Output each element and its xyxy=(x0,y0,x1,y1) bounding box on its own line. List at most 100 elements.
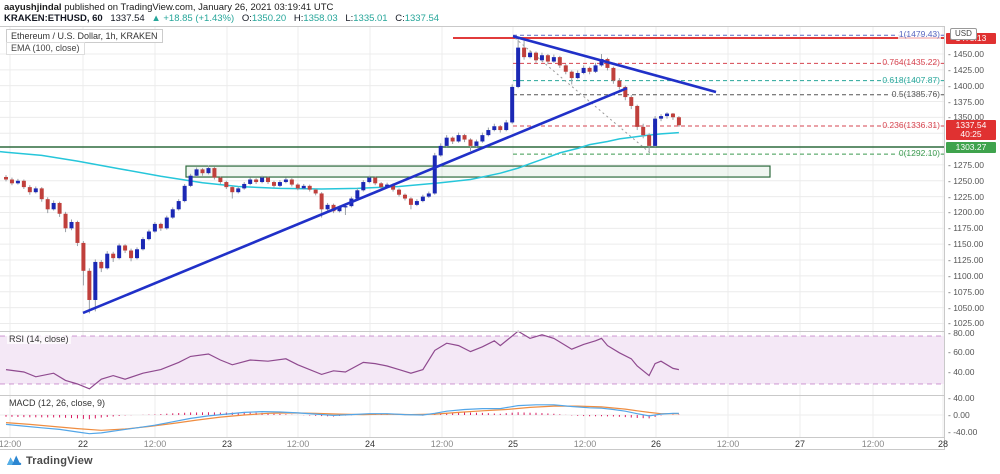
candle-body xyxy=(533,52,538,61)
candle-body xyxy=(432,155,437,194)
candle-body xyxy=(45,199,50,210)
candle-body xyxy=(75,221,80,243)
support-zone-box xyxy=(185,165,771,178)
time-axis-label[interactable]: 28 xyxy=(937,439,949,449)
candle-body xyxy=(659,116,664,119)
macd-legend: MACD (12, 26, close, 9) xyxy=(7,398,108,408)
chart-canvas[interactable] xyxy=(0,26,1000,450)
candle-body xyxy=(361,182,366,191)
change-value: ▲ +18.85 (+1.43%) xyxy=(151,13,235,24)
candle-body xyxy=(629,97,634,106)
candle-body xyxy=(617,80,622,87)
price-axis[interactable] xyxy=(944,26,1000,450)
candle-body xyxy=(474,141,479,146)
candle-body xyxy=(176,201,181,210)
candle-body xyxy=(200,169,205,174)
candle-body xyxy=(504,122,509,131)
uptrend-line xyxy=(82,87,628,315)
price-tick-label: - 1450.00 xyxy=(948,48,984,59)
candle-body xyxy=(81,242,86,271)
candle-body xyxy=(402,194,407,199)
currency-toggle-button[interactable]: USD xyxy=(950,28,977,40)
candle-body xyxy=(325,204,330,210)
candle-body xyxy=(242,183,247,189)
time-axis-label[interactable]: 12:00 xyxy=(0,439,22,449)
candle-body xyxy=(295,184,300,189)
candle-body xyxy=(653,118,658,146)
candle-body xyxy=(206,168,211,174)
time-axis-label[interactable]: 12:00 xyxy=(286,439,310,449)
candle-body xyxy=(492,126,497,131)
candle-body xyxy=(563,65,568,72)
time-axis-label[interactable]: 12:00 xyxy=(716,439,740,449)
candle-body xyxy=(498,126,503,131)
candle-body xyxy=(87,270,92,300)
high-label: H: xyxy=(293,13,304,24)
rsi-legend: RSI (14, close) xyxy=(7,334,71,344)
candle-body xyxy=(218,177,223,183)
candle-body xyxy=(331,204,336,212)
candle-body xyxy=(581,67,586,73)
candle-body xyxy=(63,213,68,229)
candle-body xyxy=(69,221,74,229)
byline: aayushjindal published on TradingView.co… xyxy=(4,2,333,13)
time-axis-label[interactable]: 23 xyxy=(221,439,233,449)
candle-body xyxy=(123,245,128,251)
macd-tick-label: - 40.00 xyxy=(948,393,975,403)
candle-body xyxy=(266,177,271,183)
last-price: 1337.54 xyxy=(110,13,145,24)
time-axis-label[interactable]: 12:00 xyxy=(143,439,167,449)
time-axis-label[interactable]: 26 xyxy=(650,439,662,449)
time-axis-label[interactable]: 12:00 xyxy=(861,439,885,449)
candle-body xyxy=(593,65,598,72)
macd-tick-label: - -40.00 xyxy=(948,427,978,437)
candle-body xyxy=(212,168,217,178)
price-tick-label: - 1150.00 xyxy=(948,239,984,250)
candle-body xyxy=(635,105,640,127)
byline-text: published on TradingView.com, January 26… xyxy=(61,2,334,13)
fib-level-label: 0.236(1336.31) xyxy=(881,120,941,131)
candle-body xyxy=(611,67,616,81)
candle-body xyxy=(289,179,294,185)
candle-body xyxy=(194,169,199,176)
candle-body xyxy=(319,193,324,210)
candle-body xyxy=(39,188,44,200)
fib-level-label: 1(1479.43) xyxy=(897,29,941,40)
candle-body xyxy=(21,180,26,188)
candle-body xyxy=(99,261,104,269)
macd-tick-label: - 0.00 xyxy=(948,410,970,420)
price-tick-label: - 1075.00 xyxy=(948,286,984,297)
open-label: O: xyxy=(241,13,252,24)
price-tick-label: - 1225.00 xyxy=(948,191,984,202)
candle-body xyxy=(236,188,241,193)
price-tick-label: - 1175.00 xyxy=(948,223,984,234)
time-axis-label[interactable]: 24 xyxy=(364,439,376,449)
time-axis-label[interactable]: 12:00 xyxy=(573,439,597,449)
open-value: 1350.20 xyxy=(251,13,287,24)
candle-body xyxy=(623,86,628,98)
candle-body xyxy=(51,202,56,210)
close-label: C: xyxy=(395,13,405,24)
candle-body xyxy=(57,202,62,214)
high-value: 1358.03 xyxy=(303,13,338,24)
candle-body xyxy=(146,231,151,240)
candle-body xyxy=(117,245,122,259)
time-axis-label[interactable]: 27 xyxy=(794,439,806,449)
tradingview-logo[interactable]: TradingView xyxy=(6,454,93,467)
candle-body xyxy=(373,177,378,184)
candle-body xyxy=(438,145,443,156)
candle-body xyxy=(355,190,360,199)
candle-body xyxy=(343,206,348,208)
candle-body xyxy=(468,139,473,146)
rsi-band xyxy=(0,336,944,384)
time-axis-label[interactable]: 12:00 xyxy=(430,439,454,449)
tradingview-logo-text: TradingView xyxy=(26,454,93,467)
time-axis-label[interactable]: 25 xyxy=(507,439,519,449)
candle-body xyxy=(271,182,276,186)
support-price-badge: 1303.27 xyxy=(946,141,996,153)
tradingview-logo-icon xyxy=(7,455,22,465)
candle-body xyxy=(367,177,372,183)
candle-body xyxy=(135,249,140,259)
time-axis-label[interactable]: 22 xyxy=(77,439,89,449)
